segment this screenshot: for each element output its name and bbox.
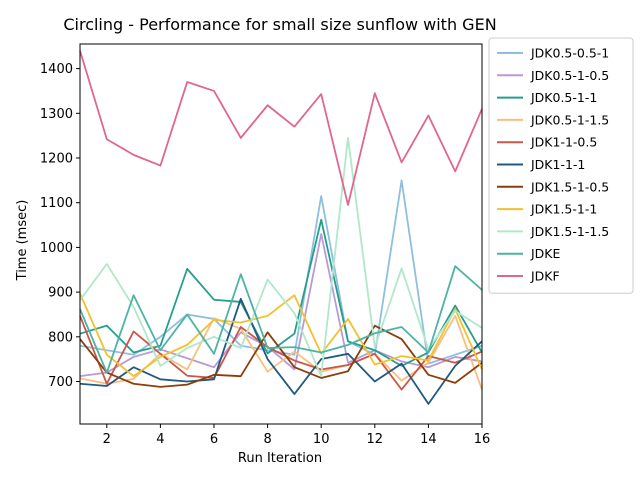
- legend-entry-label: JDK0.5-1-0.5: [530, 68, 609, 83]
- y-tick-label: 1100: [40, 196, 73, 211]
- x-tick-label: 4: [156, 432, 164, 447]
- x-tick-label: 14: [420, 432, 437, 447]
- legend-entry-label: JDK1-1-1: [530, 157, 585, 172]
- legend-entry-label: JDKF: [530, 269, 560, 284]
- y-tick-label: 900: [48, 286, 73, 301]
- series-line-JDK1.5-1-0.5: [79, 324, 483, 388]
- y-tick-label: 1400: [40, 62, 73, 77]
- legend-entry-label: JDK0.5-1-1: [530, 90, 597, 105]
- x-axis-label: Run Iteration: [238, 451, 322, 466]
- x-tick-label: 6: [210, 432, 218, 447]
- legend-entry-label: JDK1.5-1-1: [530, 202, 597, 217]
- x-tick-label: 12: [367, 432, 384, 447]
- series-line-JDK0.5-0.5-1: [79, 179, 483, 365]
- series-line-JDK1.5-1-1.5: [79, 136, 483, 378]
- chart-title: Circling - Performance for small size su…: [63, 15, 496, 34]
- x-axis-ticks: 2 4 6 8 10 12 14 16: [103, 424, 491, 447]
- legend-entry-label: JDK1-1-0.5: [530, 135, 597, 150]
- legend-entry-label: JDK1.5-1-0.5: [530, 179, 609, 194]
- y-tick-label: 1000: [40, 241, 73, 256]
- legend-entry-label: JDK0.5-1-1.5: [530, 112, 609, 127]
- plot-frame: [79, 43, 483, 425]
- y-axis-ticks: 700 800 900 1000 1100 1200 1300 1400: [40, 62, 80, 390]
- series-line-JDK0.5-1-0.5: [79, 233, 483, 378]
- x-tick-label: 10: [313, 432, 330, 447]
- series-line-JDK1.5-1-1: [79, 293, 483, 378]
- y-tick-label: 1300: [40, 107, 73, 122]
- y-axis-label: Time (msec): [15, 200, 30, 282]
- series-line-JDKF: [79, 50, 483, 206]
- series-line-JDKE: [79, 265, 483, 374]
- series-line-JDK1-1-1: [79, 297, 483, 405]
- series-line-JDK1-1-0.5: [79, 315, 483, 391]
- legend-entry-label: JDK0.5-0.5-1: [530, 46, 609, 61]
- series-line-JDK0.5-1-1: [79, 218, 483, 367]
- legend: JDK0.5-0.5-1 JDK0.5-1-0.5 JDK0.5-1-1 JDK0.5…: [488, 37, 634, 294]
- x-tick-label: 8: [263, 432, 271, 447]
- x-tick-label: 2: [103, 432, 111, 447]
- legend-box: [488, 37, 634, 294]
- series-layer: [79, 50, 483, 405]
- legend-entry-label: JDKE: [530, 246, 561, 261]
- x-tick-label: 16: [474, 432, 491, 447]
- y-tick-label: 1200: [40, 152, 73, 167]
- y-tick-label: 700: [48, 375, 73, 390]
- legend-entry-label: JDK1.5-1-1.5: [530, 224, 609, 239]
- y-tick-label: 800: [48, 330, 73, 345]
